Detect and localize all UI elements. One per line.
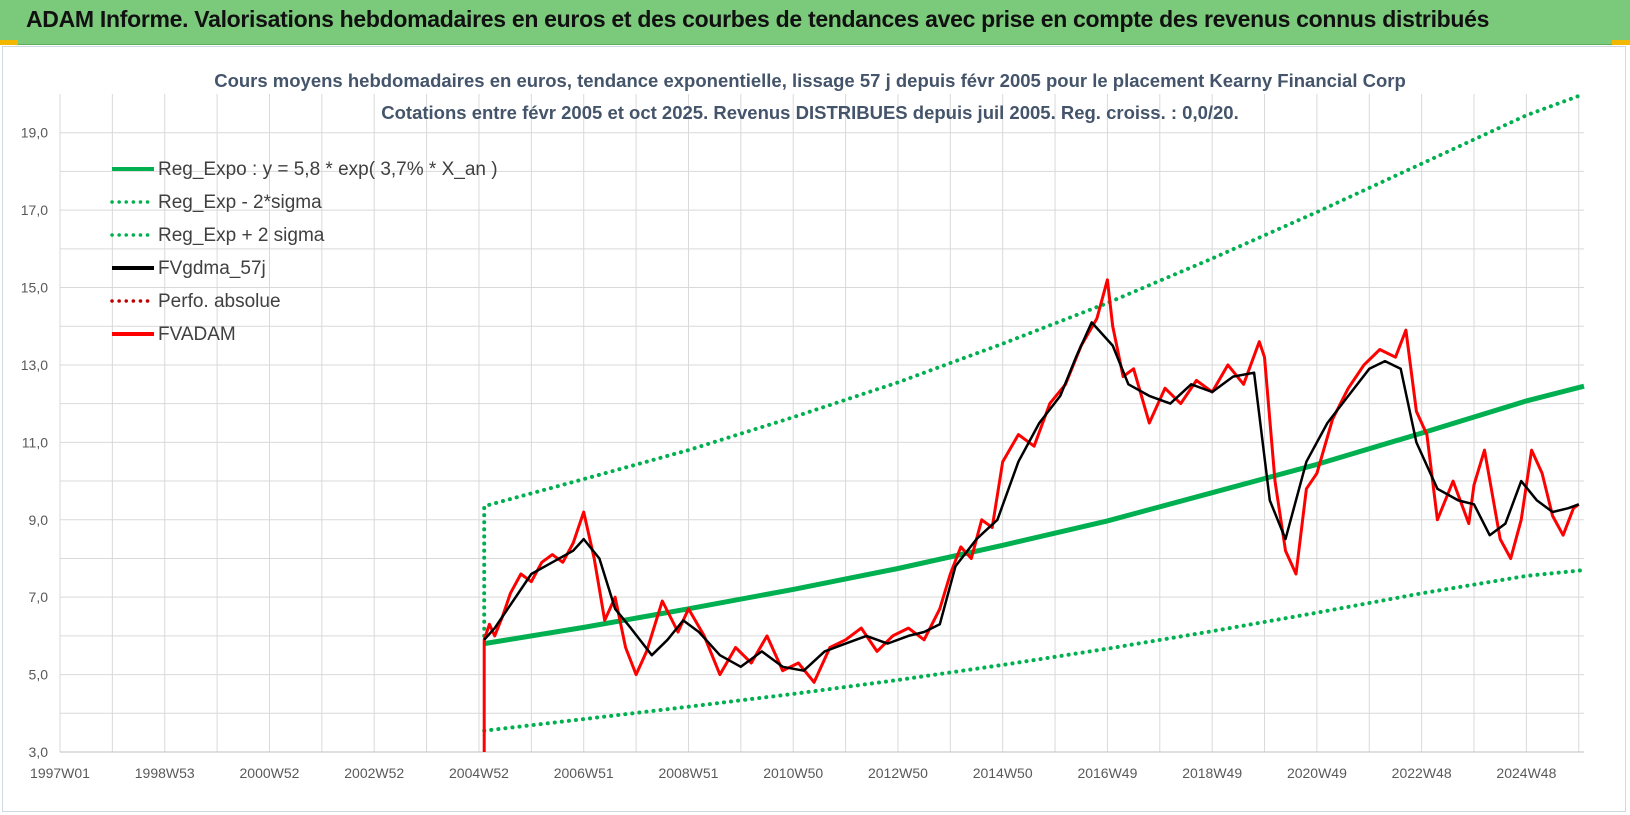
y-tick-label: 9,0	[29, 512, 49, 528]
x-tick-label: 2002W52	[344, 765, 404, 781]
chart-frame	[2, 46, 1626, 812]
x-tick-label: 2022W48	[1392, 765, 1452, 781]
y-tick-label: 13,0	[21, 357, 48, 373]
series-line-0	[483, 383, 1585, 647]
x-tick-label: 1997W01	[30, 765, 90, 781]
report-title: ADAM Informe. Valorisations hebdomadaire…	[26, 6, 1490, 32]
series-line-3	[483, 321, 1580, 672]
legend-label: Perfo. absolue	[158, 291, 281, 312]
legend-label: Reg_Expo : y = 5,8 * exp( 3,7% * X_an )	[158, 159, 498, 180]
legend-label: FVADAM	[158, 324, 236, 345]
y-tick-label: 3,0	[29, 744, 49, 760]
report-banner: ADAM Informe. Valorisations hebdomadaire…	[0, 0, 1630, 45]
y-tick-label: 17,0	[21, 202, 48, 218]
gridlines	[59, 94, 1584, 753]
banner-corner-accent-left	[0, 40, 18, 45]
chart-title: Cours moyens hebdomadaires en euros, ten…	[214, 70, 1406, 91]
x-tick-label: 2008W51	[658, 765, 718, 781]
x-tick-label: 2012W50	[868, 765, 928, 781]
chart-legend: Reg_Expo : y = 5,8 * exp( 3,7% * X_an ) R…	[110, 159, 498, 345]
banner-corner-accent-right	[1612, 40, 1630, 45]
x-tick-label: 2010W50	[763, 765, 823, 781]
legend-label: Reg_Exp + 2 sigma	[158, 225, 325, 246]
y-tick-label: 7,0	[29, 589, 49, 605]
x-tick-label: 2024W48	[1496, 765, 1556, 781]
series-line-2	[482, 92, 1586, 638]
x-tick-label: 2018W49	[1182, 765, 1242, 781]
x-tick-label: 2006W51	[554, 765, 614, 781]
legend-label: FVgdma_57j	[158, 258, 266, 279]
x-tick-label: 2014W50	[973, 765, 1033, 781]
axis-labels: 19,0 17,0 15,0 13,0 11,0 9,0 7,0 5,0 3,0 1997W01 1…	[21, 125, 1557, 781]
x-tick-label: 2004W52	[449, 765, 509, 781]
x-tick-label: 2016W49	[1077, 765, 1137, 781]
y-tick-label: 5,0	[29, 667, 49, 683]
y-tick-label: 15,0	[21, 280, 48, 296]
legend-label: Reg_Exp - 2*sigma	[158, 192, 322, 213]
series-line-1	[482, 568, 1586, 733]
series-group	[482, 92, 1586, 752]
x-tick-label: 2020W49	[1287, 765, 1347, 781]
y-tick-label: 11,0	[22, 434, 48, 450]
y-tick-label: 19,0	[21, 125, 48, 141]
series-line-5	[482, 278, 1580, 752]
x-tick-label: 1998W53	[135, 765, 195, 781]
chart-subtitle: Cotations entre févr 2005 et oct 2025. R…	[381, 102, 1239, 123]
x-tick-label: 2000W52	[240, 765, 300, 781]
